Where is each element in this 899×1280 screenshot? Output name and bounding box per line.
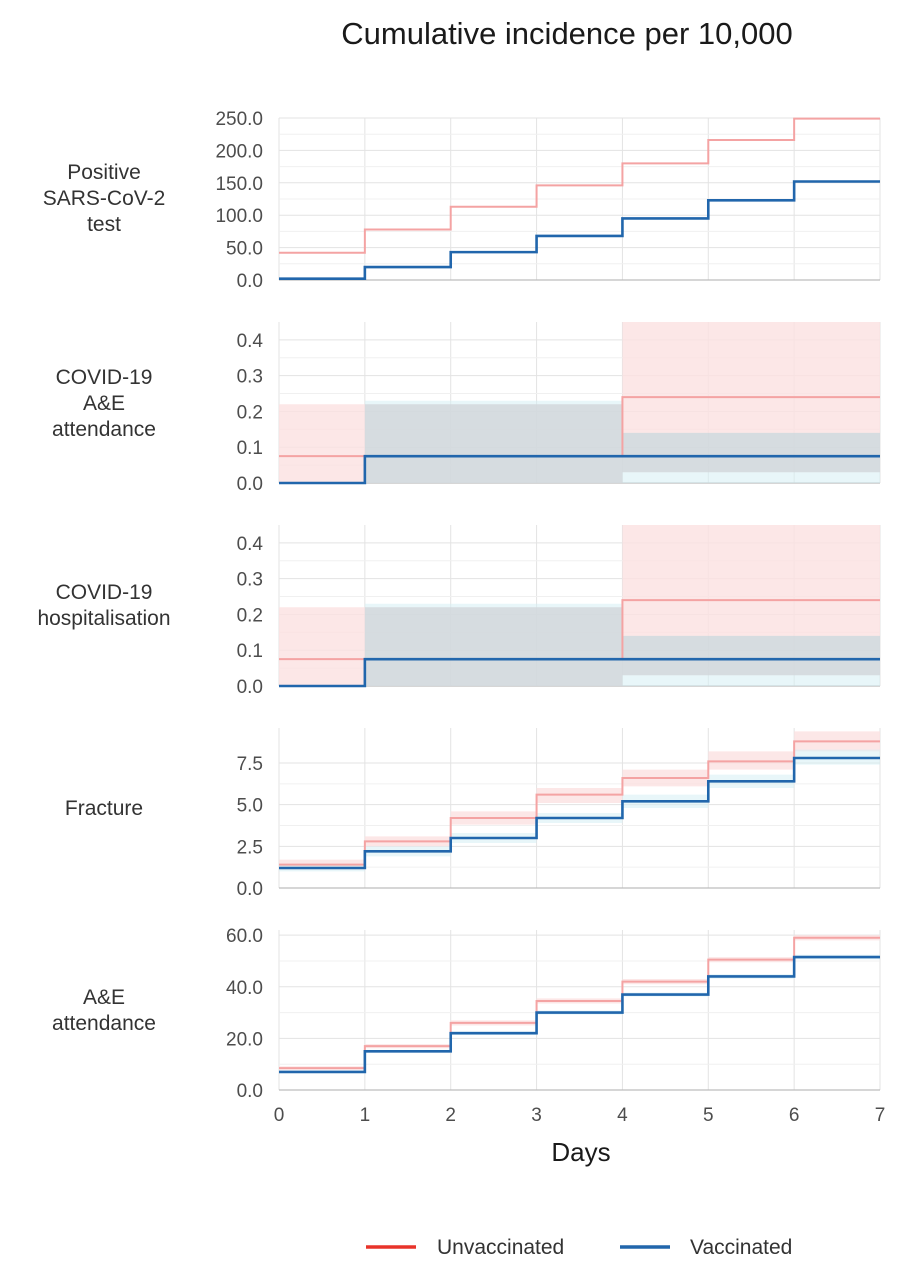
- panel-label-line: A&E: [83, 986, 125, 1009]
- x-tick-label: 4: [617, 1105, 628, 1126]
- unvaccinated-step-line: [279, 740, 880, 866]
- x-tick-label: 0: [274, 1105, 285, 1126]
- x-tick-label: 6: [789, 1105, 800, 1126]
- panel-label-line: test: [87, 213, 121, 236]
- y-tick-label: 7.5: [237, 754, 263, 775]
- panel-1: 0.0 50.0 100.0 150.0 200.0 250.0 Positive SARS-…: [43, 109, 881, 292]
- panel-label-line: Fracture: [65, 797, 143, 820]
- legend-item-vaccinated: Vaccinated: [620, 1236, 792, 1259]
- x-tick-label: 3: [531, 1105, 542, 1126]
- panel-4: 0.0 2.5 5.0 7.5 Fracture: [65, 728, 881, 900]
- unvaccinated-step-line: [279, 936, 880, 1070]
- vaccinated-ci-band: [279, 603, 880, 686]
- vaccinated-ci-band: [279, 400, 880, 483]
- panel-label-line: Positive: [67, 161, 141, 184]
- panel-label-line: COVID-19: [56, 366, 153, 389]
- panel-label-line: COVID-19: [56, 581, 153, 604]
- y-tick-label: 0.0: [237, 879, 263, 900]
- legend-label: Vaccinated: [690, 1236, 792, 1259]
- panel-label: Fracture: [65, 797, 143, 820]
- y-tick-label: 0.1: [237, 438, 263, 459]
- y-tick-label: 2.5: [237, 837, 263, 858]
- y-tick-label: 200.0: [215, 141, 263, 162]
- unvaccinated-ci-band: [279, 731, 880, 870]
- legend-label: Unvaccinated: [437, 1236, 564, 1259]
- y-tick-label: 50.0: [226, 239, 263, 260]
- panel-grid: [278, 930, 881, 1091]
- unvaccinated-step-line: [279, 117, 880, 254]
- panel-label-line: A&E: [83, 392, 125, 415]
- x-tick-label: 1: [360, 1105, 371, 1126]
- legend-item-unvaccinated: Unvaccinated: [366, 1236, 564, 1259]
- x-axis-title: Days: [551, 1137, 610, 1167]
- panel-label-line: hospitalisation: [37, 607, 170, 630]
- y-tick-label: 250.0: [215, 109, 263, 130]
- y-tick-label: 5.0: [237, 796, 263, 817]
- y-tick-label: 100.0: [215, 206, 263, 227]
- y-tick-label: 0.3: [237, 570, 263, 591]
- unvaccinated-ci-band: [279, 935, 880, 1070]
- y-tick-label: 0.0: [237, 1081, 263, 1102]
- legend: Unvaccinated Vaccinated: [366, 1236, 792, 1259]
- vaccinated-step-line: [279, 657, 880, 688]
- y-tick-label: 0.0: [237, 271, 263, 292]
- panel-label: Positive SARS-CoV-2 test: [43, 161, 166, 236]
- y-tick-label: 40.0: [226, 978, 263, 999]
- ci-overlap-band: [279, 607, 880, 686]
- panel-5: 0.0 20.0 40.0 60.0 A&E attendance: [52, 926, 881, 1102]
- panel-label-line: attendance: [52, 1012, 156, 1035]
- y-tick-label: 0.0: [237, 474, 263, 495]
- y-tick-label: 150.0: [215, 174, 263, 195]
- x-tick-label: 7: [875, 1105, 886, 1126]
- panel-label: A&E attendance: [52, 986, 156, 1035]
- x-tick-label: 2: [445, 1105, 456, 1126]
- y-tick-label: 60.0: [226, 926, 263, 947]
- y-tick-label: 0.0: [237, 677, 263, 698]
- vaccinated-step-line: [279, 180, 880, 281]
- vaccinated-step-line: [279, 454, 880, 485]
- panel-3: 0.0 0.1 0.2 0.3 0.4 COVID-19 hospitalisation: [37, 525, 881, 698]
- y-tick-label: 0.4: [237, 534, 264, 555]
- chart-panels: 0.0 50.0 100.0 150.0 200.0 250.0 Positive SARS-…: [37, 109, 881, 1102]
- panel-label-line: SARS-CoV-2: [43, 187, 166, 210]
- vaccinated-step-line: [279, 955, 880, 1074]
- x-tick-label: 5: [703, 1105, 714, 1126]
- chart-title: Cumulative incidence per 10,000: [341, 16, 793, 51]
- y-tick-label: 0.2: [237, 402, 263, 423]
- panel-label: COVID-19 A&E attendance: [52, 366, 156, 441]
- y-tick-label: 0.1: [237, 641, 263, 662]
- y-tick-label: 0.3: [237, 367, 263, 388]
- y-tick-label: 0.2: [237, 605, 263, 626]
- panel-label-line: attendance: [52, 418, 156, 441]
- panel-2: 0.0 0.1 0.2 0.3 0.4 COVID-19 A&E attendance: [52, 322, 881, 495]
- y-tick-label: 20.0: [226, 1029, 263, 1050]
- x-axis: 0 1 2 3 4 5 6 7: [274, 1105, 886, 1126]
- y-tick-label: 0.4: [237, 331, 264, 352]
- panel-label: COVID-19 hospitalisation: [37, 581, 170, 630]
- vaccinated-step-line: [279, 756, 880, 870]
- ci-overlap-band: [279, 404, 880, 483]
- vaccinated-ci-band: [279, 954, 880, 1074]
